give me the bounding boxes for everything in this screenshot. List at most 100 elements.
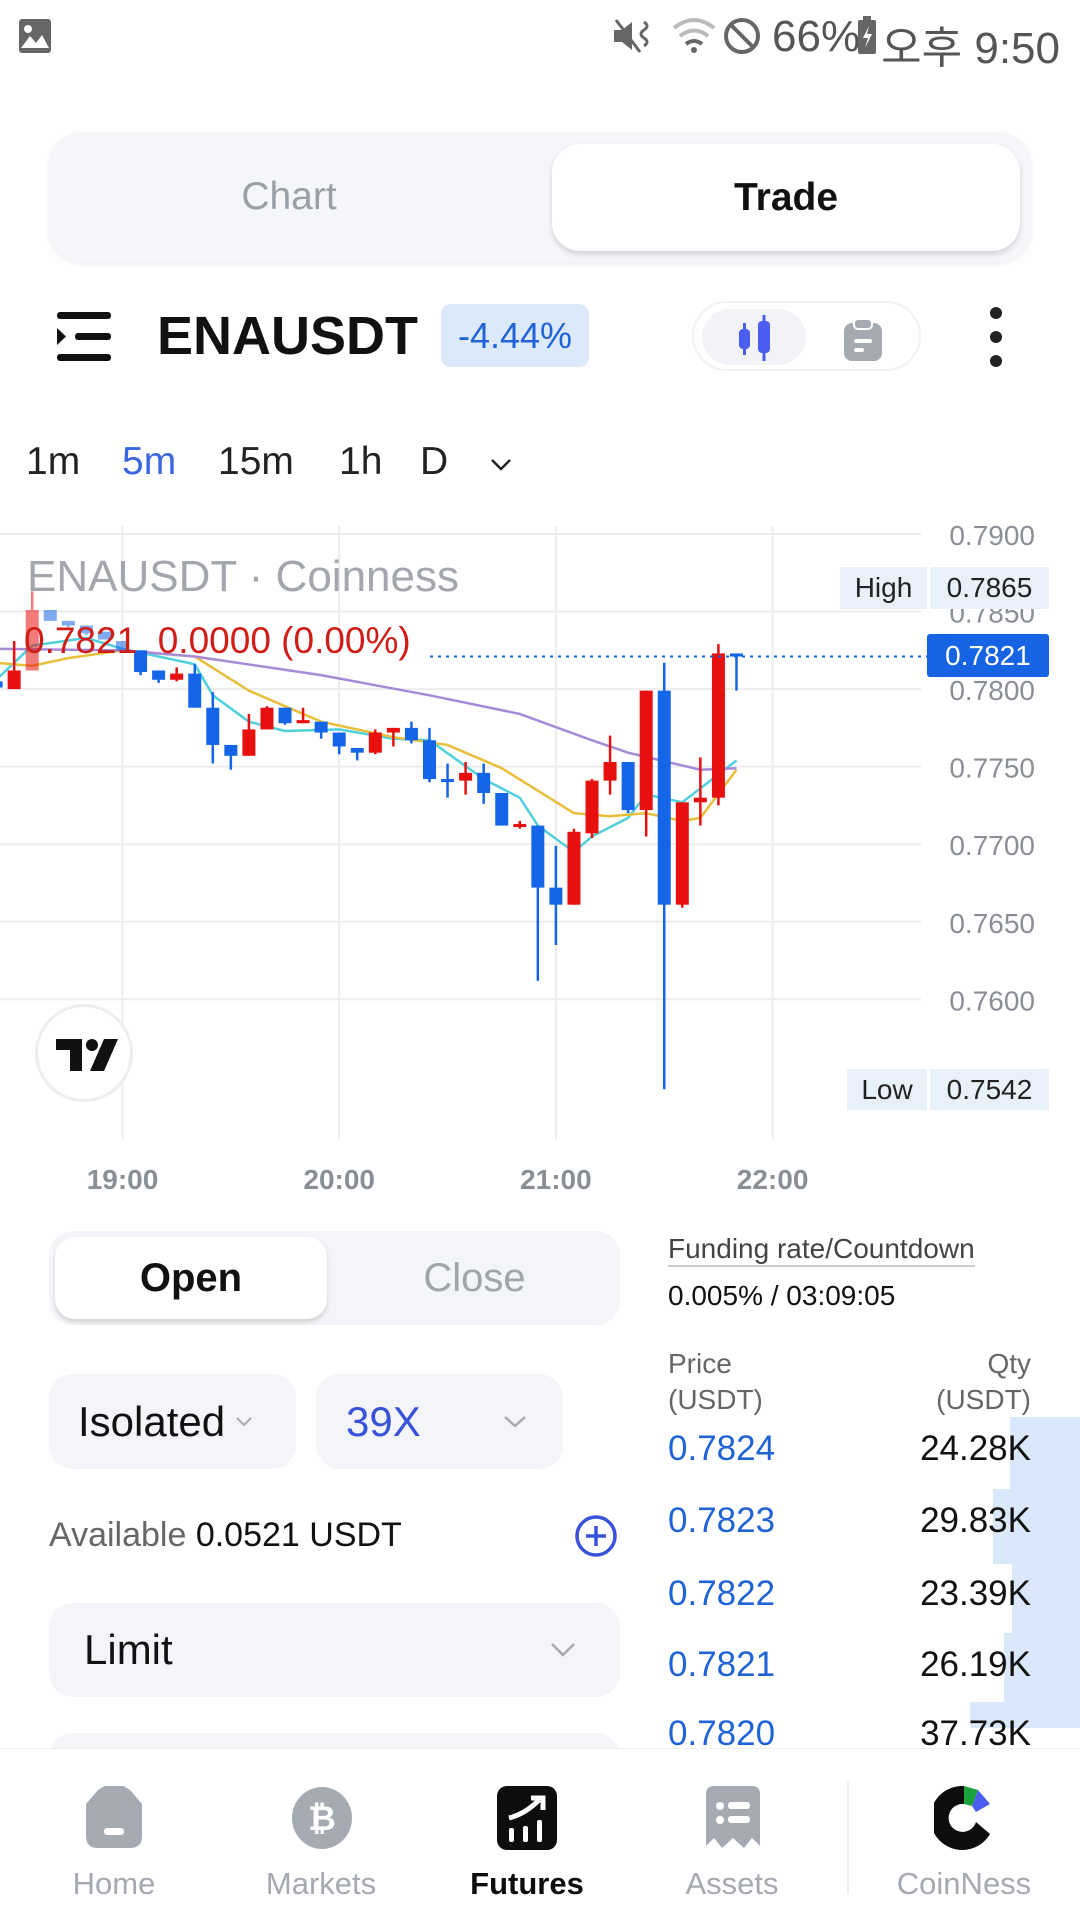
candle-body: [531, 825, 545, 888]
order-type-select[interactable]: Limit: [49, 1603, 620, 1697]
margin-mode-value: Isolated: [78, 1397, 226, 1445]
ask-price: 0.7820: [668, 1714, 776, 1753]
candle-body: [242, 729, 256, 756]
candle-body: [43, 609, 57, 621]
header-line: (USDT): [936, 1384, 1031, 1415]
add-funds-icon[interactable]: [574, 1514, 618, 1558]
orderbook-qty-header: Qty (USDT): [936, 1346, 1031, 1418]
orderbook-row[interactable]: 0.7824 24.28K: [668, 1429, 1031, 1473]
candle-body: [314, 721, 328, 733]
funding-label[interactable]: Funding rate/Countdown: [668, 1233, 975, 1267]
depth-bar: [1004, 1633, 1080, 1704]
candle: [296, 707, 310, 724]
orderbook-price-header: Price (USDT): [668, 1346, 763, 1418]
candle: [675, 802, 689, 908]
candlestick-view-button[interactable]: [702, 309, 806, 365]
candle-body: [7, 670, 21, 690]
candle-body: [386, 727, 400, 733]
tab-open[interactable]: Open: [55, 1237, 327, 1319]
available-value: 0.0521 USDT: [195, 1516, 402, 1554]
symbol-name[interactable]: ENAUSDT: [157, 306, 419, 366]
candle-body: [729, 653, 743, 657]
candle-body: [170, 673, 184, 680]
y-tick-label: 0.7650: [949, 908, 1035, 939]
candle: [61, 620, 75, 628]
timeframe-1m[interactable]: 1m: [26, 440, 81, 483]
candle: [711, 644, 725, 806]
timeframe-d[interactable]: D: [420, 440, 449, 483]
low-label-box: Low 0.7542: [847, 1069, 1049, 1110]
candle: [79, 625, 93, 635]
nav-coinness[interactable]: CoinNess: [896, 1866, 1032, 1901]
home-icon[interactable]: [84, 1786, 144, 1850]
orderbook-clipboard-icon[interactable]: [842, 317, 886, 363]
more-options-icon[interactable]: [988, 305, 1004, 369]
price-chart[interactable]: 0.79000.78500.78000.77500.77000.76500.76…: [0, 0, 1080, 1220]
candle-body: [152, 670, 166, 680]
ask-price: 0.7821: [668, 1645, 776, 1684]
candle: [657, 662, 671, 1090]
candle-body: [657, 690, 671, 905]
timeframe-15m[interactable]: 15m: [218, 440, 294, 483]
tab-close[interactable]: Close: [423, 1255, 526, 1300]
ask-qty: 26.19K: [920, 1645, 1031, 1684]
candle: [441, 763, 455, 798]
chevron-down-icon: [236, 1416, 252, 1426]
candle-body: [188, 673, 202, 708]
tradingview-logo[interactable]: [35, 1004, 133, 1102]
candle-body: [224, 744, 238, 756]
candle: [549, 845, 563, 946]
nav-futures[interactable]: Futures: [470, 1866, 584, 1901]
candle: [368, 729, 382, 755]
orderbook-row[interactable]: 0.7822 23.39K: [668, 1574, 1031, 1618]
menu-icon[interactable]: [57, 312, 111, 362]
leverage-select[interactable]: 39X: [316, 1374, 563, 1469]
timeframe-5m[interactable]: 5m: [122, 440, 177, 483]
orderbook-row[interactable]: 0.7823 29.83K: [668, 1501, 1031, 1545]
candle: [729, 653, 743, 691]
depth-bar: [1012, 1562, 1080, 1635]
candle-body: [549, 887, 563, 905]
depth-bar: [970, 1702, 1080, 1728]
candle-body: [495, 793, 509, 826]
nav-assets[interactable]: Assets: [685, 1866, 779, 1901]
nav-markets[interactable]: Markets: [265, 1866, 377, 1901]
candle-body: [621, 761, 635, 811]
moving-average-line: [0, 636, 738, 854]
orderbook-row[interactable]: 0.7820 37.73K: [668, 1714, 1031, 1758]
candle: [639, 690, 653, 837]
y-tick-label: 0.7600: [949, 985, 1035, 1016]
candle-body: [639, 690, 653, 811]
candle-body: [477, 772, 491, 794]
candle-body: [332, 732, 346, 747]
candle-body: [567, 831, 581, 905]
wallet-list-icon[interactable]: [706, 1786, 760, 1850]
orderbook-row[interactable]: 0.7821 26.19K: [668, 1645, 1031, 1689]
candle-body: [0, 681, 3, 688]
candle: [404, 721, 418, 744]
futures-chart-icon[interactable]: [497, 1786, 557, 1850]
nav-home[interactable]: Home: [72, 1866, 156, 1901]
bitcoin-icon[interactable]: ₿: [291, 1786, 353, 1850]
available-label: Available: [49, 1516, 187, 1554]
svg-text:₿: ₿: [308, 1800, 336, 1838]
candle-body: [603, 761, 617, 781]
candle: [422, 727, 436, 783]
coinness-logo-icon[interactable]: [934, 1786, 994, 1852]
chevron-down-icon[interactable]: [490, 458, 512, 472]
margin-mode-select[interactable]: Isolated: [49, 1374, 296, 1469]
timeframe-1h[interactable]: 1h: [339, 440, 383, 483]
wifi-icon: [672, 18, 716, 53]
candle: [350, 748, 364, 761]
tab-trade[interactable]: Trade: [552, 144, 1020, 251]
candle: [314, 721, 328, 739]
ask-price: 0.7824: [668, 1429, 776, 1468]
candle: [495, 793, 509, 826]
ask-qty: 37.73K: [920, 1714, 1031, 1753]
y-tick-label: 0.7700: [949, 830, 1035, 861]
candle: [567, 828, 581, 905]
candle-body: [25, 609, 39, 671]
candle: [7, 641, 21, 690]
tab-chart[interactable]: Chart: [241, 175, 337, 218]
high-label: High: [854, 572, 913, 603]
